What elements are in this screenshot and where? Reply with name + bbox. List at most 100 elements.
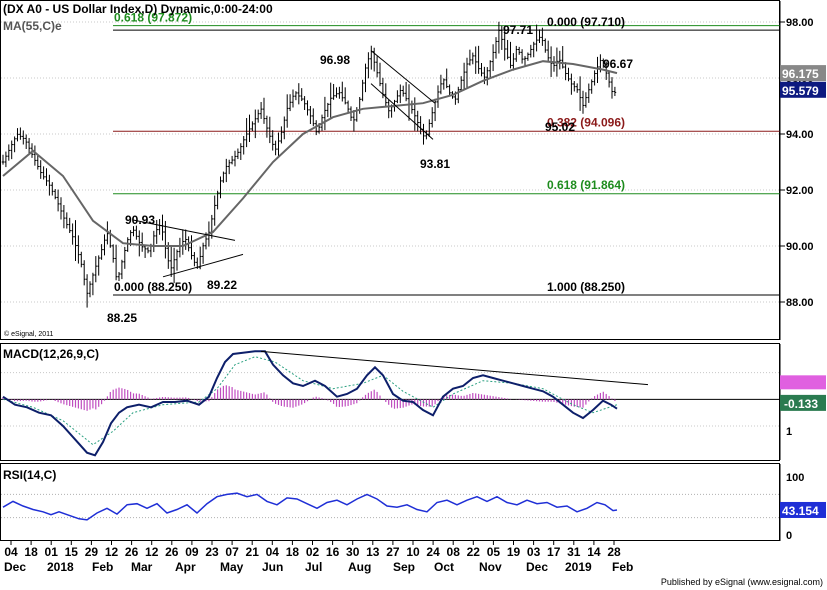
ohlc-bar: [283, 116, 286, 140]
ohlc-bar: [291, 89, 295, 108]
rsi-tick-label: 0: [786, 530, 792, 542]
x-month-label: Dec: [526, 560, 548, 574]
ohlc-bar: [216, 190, 219, 210]
ohlc-bar: [538, 29, 541, 44]
ohlc-bar: [225, 158, 228, 183]
ohlc-bar: [471, 52, 475, 65]
x-day-label: 12: [105, 545, 119, 559]
x-day-label: 28: [607, 545, 621, 559]
ohlc-bar: [169, 246, 173, 277]
price-annotation: 88.25: [107, 311, 137, 325]
ohlc-bar: [523, 56, 527, 67]
ohlc-bar: [80, 251, 83, 268]
ohlc-bar: [372, 47, 376, 72]
ohlc-bar: [497, 21, 501, 54]
x-day-label: 27: [386, 545, 400, 559]
ohlc-bar: [33, 145, 37, 166]
x-day-label: 08: [447, 545, 461, 559]
ohlc-bar: [143, 244, 147, 258]
x-axis: 04 18 01 15 29 12 26 12 26 09 23 07 21 04 18 02 16 30 13 27…: [4, 541, 633, 574]
ohlc-bar: [503, 26, 506, 61]
ohlc-bar: [552, 56, 556, 72]
ohlc-bar: [1, 154, 5, 165]
ohlc-bar: [164, 220, 167, 259]
x-day-label: 10: [406, 545, 420, 559]
ohlc-bar: [106, 221, 109, 245]
ohlc-bar: [77, 235, 80, 264]
ohlc-bar: [430, 107, 434, 128]
macd-value-label: -0.133: [784, 397, 818, 411]
ohlc-bar: [529, 44, 533, 58]
x-day-label: 26: [125, 545, 139, 559]
ohlc-bar: [294, 91, 298, 101]
ohlc-bar: [520, 49, 524, 64]
ohlc-bar: [4, 151, 8, 168]
x-day-label: 29: [85, 545, 99, 559]
ohlc-bar: [361, 79, 364, 102]
ohlc-bar: [509, 41, 512, 69]
ohlc-bar: [416, 110, 419, 132]
ohlc-bar: [517, 46, 521, 55]
ohlc-bar: [573, 81, 576, 92]
price-annotation: 89.22: [207, 278, 237, 292]
price-annotation: 96.98: [320, 53, 350, 67]
rsi-tick-label: 100: [786, 472, 804, 484]
ohlc-bar: [222, 171, 225, 183]
ohlc-bar: [349, 106, 353, 122]
x-day-label: 07: [225, 545, 239, 559]
ohlc-bar: [564, 62, 567, 81]
x-day-label: 21: [246, 545, 260, 559]
ohlc-bar: [42, 166, 45, 180]
x-month-label: May: [220, 560, 244, 574]
price-tick-label: 94.00: [786, 129, 814, 141]
ohlc-bar: [132, 226, 135, 237]
ohlc-bar: [7, 144, 11, 161]
ohlc-bar: [268, 116, 272, 144]
x-month-label: Sep: [393, 560, 415, 574]
ohlc-bar: [190, 235, 193, 260]
ohlc-bar: [465, 57, 469, 88]
rsi-axis: 10050043.154: [779, 464, 826, 542]
ohlc-bar: [544, 38, 547, 53]
x-month-label: Oct: [434, 560, 454, 574]
x-day-label: 14: [587, 545, 601, 559]
ma-value-label: 96.175: [782, 67, 819, 81]
ohlc-bar: [184, 229, 187, 250]
macd-trendline: [260, 350, 649, 386]
ohlc-bar: [500, 25, 504, 50]
ohlc-bar: [271, 130, 274, 151]
ohlc-bar: [387, 99, 390, 119]
ohlc-bar: [581, 90, 585, 114]
ohlc-bar: [474, 46, 477, 74]
x-day-label: 04: [4, 545, 18, 559]
ohlc-bar: [259, 102, 263, 119]
chart-title: (DX A0 - US Dollar Index,D) Dynamic,0:00…: [3, 2, 273, 16]
trendline: [132, 219, 236, 241]
x-day-label: 15: [65, 545, 79, 559]
ohlc-bar: [135, 225, 138, 240]
ohlc-bar: [488, 60, 492, 78]
ohlc-bar: [448, 84, 451, 96]
price-annotation: 96.67: [603, 57, 633, 71]
ohlc-bar: [56, 189, 60, 212]
ohlc-bar: [303, 96, 306, 111]
x-day-label: 24: [426, 545, 440, 559]
price-tick-label: 98.00: [786, 17, 814, 29]
ohlc-bar: [256, 109, 260, 123]
ohlc-bar: [297, 83, 301, 105]
ohlc-bar: [172, 247, 176, 284]
ohlc-bar: [13, 136, 16, 153]
x-day-label: 19: [507, 545, 521, 559]
macd-hist-box: [780, 375, 826, 390]
ohlc-bar: [262, 97, 266, 124]
ohlc-bar: [239, 143, 243, 161]
ohlc-bar: [494, 37, 498, 59]
ohlc-bar: [27, 137, 31, 154]
ohlc-bar: [590, 79, 593, 94]
ohlc-bar: [146, 247, 150, 254]
ohlc-bar: [36, 155, 40, 170]
macd-histogram: [2, 385, 616, 411]
macd-tick-label: 1: [786, 426, 792, 438]
ohlc-bar: [343, 87, 347, 105]
x-month-label: Feb: [92, 560, 113, 574]
